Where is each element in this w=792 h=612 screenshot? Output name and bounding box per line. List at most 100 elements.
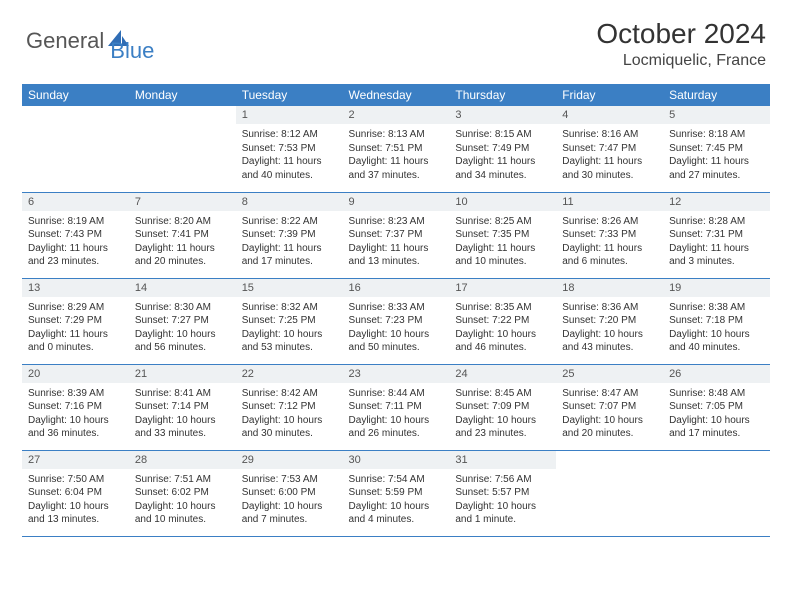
day-number: 21 [129, 365, 236, 383]
day-number: 4 [556, 106, 663, 124]
calendar-cell: 17Sunrise: 8:35 AMSunset: 7:22 PMDayligh… [449, 278, 556, 364]
calendar-cell: 11Sunrise: 8:26 AMSunset: 7:33 PMDayligh… [556, 192, 663, 278]
day-number: 3 [449, 106, 556, 124]
calendar-cell: 23Sunrise: 8:44 AMSunset: 7:11 PMDayligh… [343, 364, 450, 450]
logo-text-general: General [26, 28, 104, 54]
day-number: 31 [449, 451, 556, 469]
day-number: 15 [236, 279, 343, 297]
calendar-cell: 9Sunrise: 8:23 AMSunset: 7:37 PMDaylight… [343, 192, 450, 278]
calendar-cell: 30Sunrise: 7:54 AMSunset: 5:59 PMDayligh… [343, 450, 450, 536]
weekday-header: Tuesday [236, 84, 343, 106]
day-detail: Sunrise: 8:41 AMSunset: 7:14 PMDaylight:… [129, 383, 236, 447]
day-detail: Sunrise: 7:51 AMSunset: 6:02 PMDaylight:… [129, 469, 236, 533]
day-number: 19 [663, 279, 770, 297]
day-number: 12 [663, 193, 770, 211]
day-detail: Sunrise: 8:22 AMSunset: 7:39 PMDaylight:… [236, 211, 343, 275]
calendar-cell: 2Sunrise: 8:13 AMSunset: 7:51 PMDaylight… [343, 106, 450, 192]
calendar-cell: 27Sunrise: 7:50 AMSunset: 6:04 PMDayligh… [22, 450, 129, 536]
day-detail: Sunrise: 8:29 AMSunset: 7:29 PMDaylight:… [22, 297, 129, 361]
day-number: 24 [449, 365, 556, 383]
day-detail: Sunrise: 8:15 AMSunset: 7:49 PMDaylight:… [449, 124, 556, 188]
calendar-table: SundayMondayTuesdayWednesdayThursdayFrid… [22, 84, 770, 537]
day-detail: Sunrise: 8:26 AMSunset: 7:33 PMDaylight:… [556, 211, 663, 275]
day-number: 2 [343, 106, 450, 124]
calendar-body: ....1Sunrise: 8:12 AMSunset: 7:53 PMDayl… [22, 106, 770, 536]
calendar-cell-empty: .. [129, 106, 236, 192]
location-title: Locmiquelic, France [596, 52, 766, 70]
calendar-cell: 5Sunrise: 8:18 AMSunset: 7:45 PMDaylight… [663, 106, 770, 192]
day-detail: Sunrise: 8:32 AMSunset: 7:25 PMDaylight:… [236, 297, 343, 361]
calendar-cell-empty: .. [663, 450, 770, 536]
weekday-header: Saturday [663, 84, 770, 106]
day-number: 14 [129, 279, 236, 297]
day-number: 27 [22, 451, 129, 469]
calendar-cell: 13Sunrise: 8:29 AMSunset: 7:29 PMDayligh… [22, 278, 129, 364]
day-number: 20 [22, 365, 129, 383]
calendar-row: ....1Sunrise: 8:12 AMSunset: 7:53 PMDayl… [22, 106, 770, 192]
day-number: 17 [449, 279, 556, 297]
day-detail: Sunrise: 7:56 AMSunset: 5:57 PMDaylight:… [449, 469, 556, 533]
calendar-cell: 31Sunrise: 7:56 AMSunset: 5:57 PMDayligh… [449, 450, 556, 536]
weekday-header: Wednesday [343, 84, 450, 106]
day-detail: Sunrise: 8:20 AMSunset: 7:41 PMDaylight:… [129, 211, 236, 275]
day-number: 23 [343, 365, 450, 383]
day-detail: Sunrise: 8:25 AMSunset: 7:35 PMDaylight:… [449, 211, 556, 275]
day-detail: Sunrise: 8:12 AMSunset: 7:53 PMDaylight:… [236, 124, 343, 188]
logo-text-blue: Blue [110, 38, 154, 64]
day-detail: Sunrise: 8:39 AMSunset: 7:16 PMDaylight:… [22, 383, 129, 447]
day-number: 11 [556, 193, 663, 211]
calendar-row: 20Sunrise: 8:39 AMSunset: 7:16 PMDayligh… [22, 364, 770, 450]
calendar-cell: 4Sunrise: 8:16 AMSunset: 7:47 PMDaylight… [556, 106, 663, 192]
weekday-header: Thursday [449, 84, 556, 106]
calendar-cell: 21Sunrise: 8:41 AMSunset: 7:14 PMDayligh… [129, 364, 236, 450]
day-number: 6 [22, 193, 129, 211]
calendar-cell: 14Sunrise: 8:30 AMSunset: 7:27 PMDayligh… [129, 278, 236, 364]
day-number: 8 [236, 193, 343, 211]
calendar-cell: 6Sunrise: 8:19 AMSunset: 7:43 PMDaylight… [22, 192, 129, 278]
calendar-cell-empty: .. [556, 450, 663, 536]
calendar-cell: 20Sunrise: 8:39 AMSunset: 7:16 PMDayligh… [22, 364, 129, 450]
calendar-cell: 24Sunrise: 8:45 AMSunset: 7:09 PMDayligh… [449, 364, 556, 450]
day-number: 30 [343, 451, 450, 469]
day-detail: Sunrise: 7:53 AMSunset: 6:00 PMDaylight:… [236, 469, 343, 533]
day-number: 5 [663, 106, 770, 124]
day-detail: Sunrise: 7:50 AMSunset: 6:04 PMDaylight:… [22, 469, 129, 533]
day-detail: Sunrise: 8:33 AMSunset: 7:23 PMDaylight:… [343, 297, 450, 361]
day-detail: Sunrise: 8:44 AMSunset: 7:11 PMDaylight:… [343, 383, 450, 447]
logo: General Blue [26, 18, 154, 64]
weekday-header: Friday [556, 84, 663, 106]
day-number: 26 [663, 365, 770, 383]
calendar-cell-empty: .. [22, 106, 129, 192]
day-detail: Sunrise: 8:42 AMSunset: 7:12 PMDaylight:… [236, 383, 343, 447]
weekday-header: Sunday [22, 84, 129, 106]
day-detail: Sunrise: 8:35 AMSunset: 7:22 PMDaylight:… [449, 297, 556, 361]
month-title: October 2024 [596, 18, 766, 50]
calendar-cell: 15Sunrise: 8:32 AMSunset: 7:25 PMDayligh… [236, 278, 343, 364]
calendar-cell: 1Sunrise: 8:12 AMSunset: 7:53 PMDaylight… [236, 106, 343, 192]
day-number: 10 [449, 193, 556, 211]
calendar-cell: 8Sunrise: 8:22 AMSunset: 7:39 PMDaylight… [236, 192, 343, 278]
day-number: 29 [236, 451, 343, 469]
header: General Blue October 2024 Locmiquelic, F… [0, 0, 792, 78]
calendar-cell: 10Sunrise: 8:25 AMSunset: 7:35 PMDayligh… [449, 192, 556, 278]
day-number: 16 [343, 279, 450, 297]
calendar-cell: 19Sunrise: 8:38 AMSunset: 7:18 PMDayligh… [663, 278, 770, 364]
day-detail: Sunrise: 8:47 AMSunset: 7:07 PMDaylight:… [556, 383, 663, 447]
calendar-cell: 18Sunrise: 8:36 AMSunset: 7:20 PMDayligh… [556, 278, 663, 364]
day-detail: Sunrise: 8:28 AMSunset: 7:31 PMDaylight:… [663, 211, 770, 275]
day-number: 22 [236, 365, 343, 383]
day-number: 1 [236, 106, 343, 124]
day-detail: Sunrise: 8:19 AMSunset: 7:43 PMDaylight:… [22, 211, 129, 275]
day-number: 18 [556, 279, 663, 297]
calendar-cell: 29Sunrise: 7:53 AMSunset: 6:00 PMDayligh… [236, 450, 343, 536]
day-detail: Sunrise: 8:48 AMSunset: 7:05 PMDaylight:… [663, 383, 770, 447]
day-detail: Sunrise: 8:23 AMSunset: 7:37 PMDaylight:… [343, 211, 450, 275]
calendar-cell: 25Sunrise: 8:47 AMSunset: 7:07 PMDayligh… [556, 364, 663, 450]
day-detail: Sunrise: 8:18 AMSunset: 7:45 PMDaylight:… [663, 124, 770, 188]
calendar-header-row: SundayMondayTuesdayWednesdayThursdayFrid… [22, 84, 770, 106]
day-detail: Sunrise: 7:54 AMSunset: 5:59 PMDaylight:… [343, 469, 450, 533]
day-number: 7 [129, 193, 236, 211]
calendar-cell: 3Sunrise: 8:15 AMSunset: 7:49 PMDaylight… [449, 106, 556, 192]
calendar-cell: 7Sunrise: 8:20 AMSunset: 7:41 PMDaylight… [129, 192, 236, 278]
calendar-cell: 16Sunrise: 8:33 AMSunset: 7:23 PMDayligh… [343, 278, 450, 364]
